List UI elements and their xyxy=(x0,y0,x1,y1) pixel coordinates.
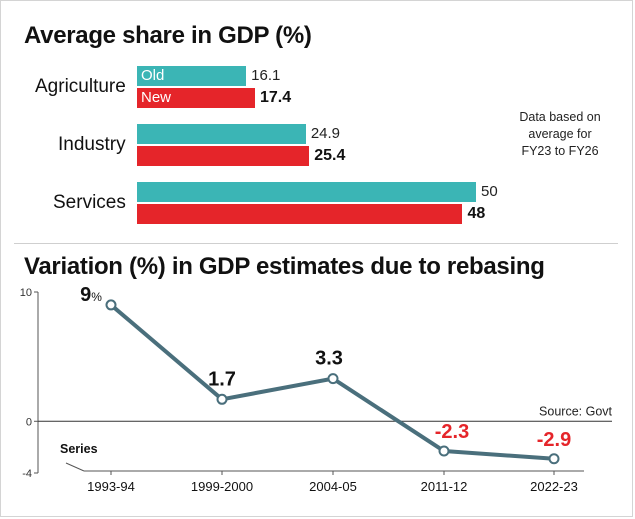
x-axis-title: Series xyxy=(60,442,98,456)
data-point-2022-23 xyxy=(548,453,560,465)
data-label-2022-23: -2.9 xyxy=(537,429,571,451)
data-point-2011-12 xyxy=(438,445,450,457)
data-point-1999-2000 xyxy=(216,393,228,405)
data-point-1993-94 xyxy=(105,299,117,311)
line-chart: 10 0 -4 Source: Govt Series 1993-94 1999-2000 2… xyxy=(20,284,613,494)
category-label-services: Services xyxy=(53,192,126,213)
bar-new-industry xyxy=(137,146,310,166)
category-label-agriculture: Agriculture xyxy=(35,76,126,97)
category-label-industry: Industry xyxy=(58,134,126,155)
value-label-old-industry: 24.9 xyxy=(310,125,341,142)
data-label-2004-05: 3.3 xyxy=(315,348,343,370)
section-divider xyxy=(14,243,618,244)
bar-old-industry xyxy=(137,124,306,144)
y-tick-label: 0 xyxy=(26,416,32,428)
data-label-1999-2000: 1.7 xyxy=(208,368,236,390)
bar-old-services xyxy=(137,182,476,202)
data-label-2011-12: -2.3 xyxy=(435,421,469,443)
x-tick-label-1999-2000: 1999-2000 xyxy=(191,479,253,494)
data-note-line-1: Data based on xyxy=(519,110,601,124)
x-axis-bracket xyxy=(65,462,85,472)
value-label-new-services: 48 xyxy=(467,205,486,222)
data-point-2004-05 xyxy=(327,373,339,385)
data-note: Data based on average for FY23 to FY26 xyxy=(496,109,624,160)
bar-old-agriculture xyxy=(137,66,247,86)
legend-old: Old xyxy=(141,67,165,84)
bar-chart-title: Average share in GDP (%) xyxy=(24,22,312,49)
data-note-line-2: average for xyxy=(528,127,592,141)
value-label-old-agriculture: 16.1 xyxy=(251,67,281,84)
y-tick-label: -4 xyxy=(22,468,32,480)
x-tick-label-2004-05: 2004-05 xyxy=(309,479,357,494)
x-tick-label-2011-12: 2011-12 xyxy=(421,479,468,494)
line-chart-title: Variation (%) in GDP estimates due to re… xyxy=(24,253,545,280)
bar-new-agriculture xyxy=(137,88,255,108)
value-label-old-services: 50 xyxy=(481,183,498,200)
bar-new-services xyxy=(137,204,463,224)
x-tick-label-1993-94: 1993-94 xyxy=(87,479,135,494)
y-tick-label: 10 xyxy=(20,287,32,299)
source-label: Source: Govt xyxy=(539,404,612,418)
x-tick-label-2022-23: 2022-23 xyxy=(530,479,578,494)
value-label-new-agriculture: 17.4 xyxy=(259,89,292,106)
data-note-line-3: FY23 to FY26 xyxy=(521,144,599,158)
data-label-1993-94: 9% xyxy=(80,284,102,306)
value-label-new-industry: 25.4 xyxy=(314,147,346,164)
legend-new: New xyxy=(141,89,172,106)
percent-suffix: % xyxy=(91,290,102,304)
